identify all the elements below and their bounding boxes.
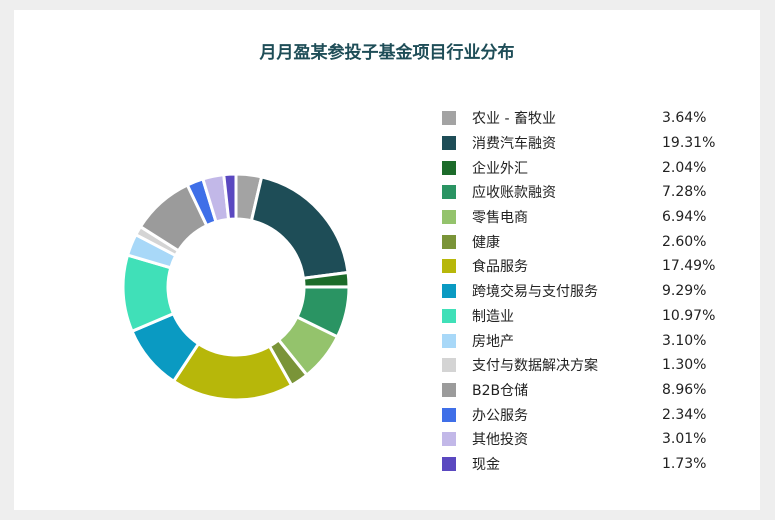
- legend-label: 跨境交易与支付服务: [472, 284, 598, 301]
- legend-value: 8.96%: [662, 381, 707, 398]
- legend-swatch: [442, 333, 456, 348]
- legend-label: 食品服务: [472, 259, 528, 276]
- slice-14: [222, 172, 238, 222]
- legend-swatch: [442, 308, 456, 323]
- legend-swatch: [442, 259, 456, 274]
- legend-swatch: [442, 185, 456, 200]
- legend-label: 现金: [472, 456, 500, 473]
- legend-value: 2.04%: [662, 159, 707, 176]
- legend-swatch: [442, 210, 456, 225]
- legend: 农业 - 畜牧业 3.64% 消费汽车融资 19.31% 企业外汇 2.04% 应收账款融资…: [442, 106, 742, 476]
- chart-card: 月月盈某参投子基金项目行业分布 农业 - 畜牧业 3.64% 消费汽车融资 19.31…: [14, 10, 760, 510]
- legend-label: 支付与数据解决方案: [472, 358, 598, 375]
- legend-value: 7.28%: [662, 184, 707, 201]
- legend-item: 健康 2.60%: [442, 229, 742, 254]
- legend-item: 其他投资 3.01%: [442, 427, 742, 452]
- legend-value: 3.01%: [662, 431, 707, 448]
- legend-label: 办公服务: [472, 407, 528, 424]
- legend-item: 零售电商 6.94%: [442, 205, 742, 230]
- legend-item: 企业外汇 2.04%: [442, 155, 742, 180]
- legend-value: 2.60%: [662, 233, 707, 250]
- chart-title: 月月盈某参投子基金项目行业分布: [259, 43, 515, 63]
- legend-item: B2B仓储 8.96%: [442, 378, 742, 403]
- legend-swatch: [442, 111, 456, 126]
- legend-value: 10.97%: [662, 307, 716, 324]
- legend-value: 1.73%: [662, 455, 707, 472]
- legend-value: 3.10%: [662, 332, 707, 349]
- legend-item: 食品服务 17.49%: [442, 254, 742, 279]
- legend-value: 6.94%: [662, 209, 707, 226]
- legend-label: 房地产: [472, 333, 514, 350]
- legend-item: 跨境交易与支付服务 9.29%: [442, 279, 742, 304]
- legend-swatch: [442, 382, 456, 397]
- legend-swatch: [442, 456, 456, 471]
- legend-label: 应收账款融资: [472, 185, 556, 202]
- legend-item: 现金 1.73%: [442, 452, 742, 477]
- legend-swatch: [442, 432, 456, 447]
- legend-value: 19.31%: [662, 135, 716, 152]
- legend-label: 农业 - 畜牧业: [472, 111, 556, 128]
- legend-swatch: [442, 136, 456, 151]
- legend-label: 健康: [472, 234, 500, 251]
- slice-1: [249, 175, 350, 280]
- legend-label: 企业外汇: [472, 160, 528, 177]
- legend-item: 制造业 10.97%: [442, 304, 742, 329]
- legend-value: 9.29%: [662, 283, 707, 300]
- donut-chart: [121, 172, 351, 402]
- legend-swatch: [442, 358, 456, 373]
- legend-item: 应收账款融资 7.28%: [442, 180, 742, 205]
- legend-swatch: [442, 407, 456, 422]
- legend-label: 其他投资: [472, 432, 528, 449]
- legend-value: 17.49%: [662, 258, 716, 275]
- legend-label: B2B仓储: [472, 382, 529, 399]
- legend-swatch: [442, 284, 456, 299]
- legend-label: 零售电商: [472, 210, 528, 227]
- legend-label: 消费汽车融资: [472, 136, 556, 153]
- legend-item: 农业 - 畜牧业 3.64%: [442, 106, 742, 131]
- legend-value: 3.64%: [662, 110, 707, 127]
- legend-value: 1.30%: [662, 357, 707, 374]
- legend-item: 消费汽车融资 19.31%: [442, 131, 742, 156]
- legend-item: 支付与数据解决方案 1.30%: [442, 353, 742, 378]
- legend-label: 制造业: [472, 308, 514, 325]
- legend-swatch: [442, 234, 456, 249]
- legend-item: 房地产 3.10%: [442, 328, 742, 353]
- legend-value: 2.34%: [662, 406, 707, 423]
- legend-swatch: [442, 160, 456, 175]
- legend-item: 办公服务 2.34%: [442, 402, 742, 427]
